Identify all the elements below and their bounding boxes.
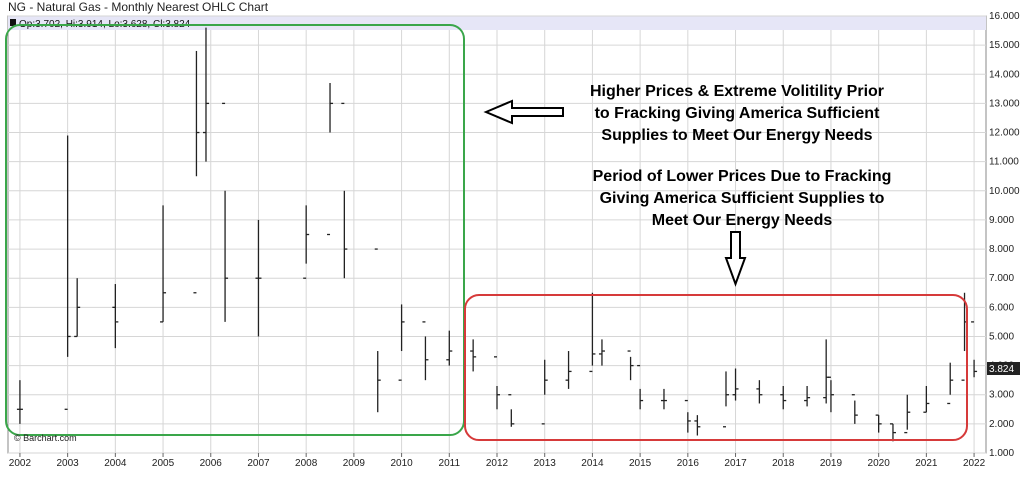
x-tick-label: 2009 — [343, 458, 366, 469]
annotation-line: Giving America Sufficient Supplies to — [600, 190, 885, 207]
ohlc-bar — [660, 388, 667, 410]
ohlc-bar — [255, 219, 262, 337]
ohlc-bar — [694, 415, 701, 436]
ohlc-bar — [541, 359, 548, 425]
x-tick-label: 2007 — [247, 458, 270, 469]
ohlc-bar — [637, 364, 644, 410]
ohlc-bar — [875, 414, 882, 433]
y-tick-label: 12.000 — [989, 128, 1020, 139]
ohlc-bar — [947, 362, 954, 405]
ohlc-bar — [889, 423, 896, 442]
ohlc-bar — [508, 394, 515, 427]
x-tick-label: 2011 — [439, 458, 461, 469]
x-tick-label: 2019 — [820, 458, 843, 469]
x-tick-label: 2003 — [57, 458, 80, 469]
ohlc-bar — [780, 385, 787, 410]
high-volatility-box — [5, 24, 465, 436]
ohlc-bar — [446, 330, 453, 366]
ohlc-bar — [804, 385, 811, 407]
ohlc-bar — [494, 356, 500, 410]
ohlc-bar — [374, 248, 381, 413]
watermark: © Barchart.com — [14, 433, 77, 443]
ohlc-bars — [16, 27, 978, 442]
ohlc-bar — [722, 371, 729, 428]
x-tick-label: 2004 — [104, 458, 127, 469]
annotation-line: Meet Our Energy Needs — [652, 212, 833, 229]
ohlc-bar — [684, 399, 691, 433]
annotation-line: Supplies to Meet Our Energy Needs — [601, 127, 872, 144]
y-tick-label: 15.000 — [989, 40, 1020, 51]
ohlc-bar — [202, 27, 209, 162]
ohlc-bar — [16, 380, 23, 424]
ohlc-bar — [827, 376, 834, 413]
y-tick-label: 16.000 — [989, 11, 1020, 22]
x-tick-label: 2014 — [581, 458, 604, 469]
ohlc-bar — [732, 368, 739, 401]
x-axis-ticks: 2002 2003 2004 2005 2006 2007 2008 2009 2010 2011… — [9, 453, 986, 469]
y-tick-label: 5.000 — [989, 331, 1014, 342]
y-tick-label: 8.000 — [989, 244, 1014, 255]
ohlc-bar — [756, 380, 763, 404]
x-tick-label: 2017 — [724, 458, 747, 469]
ohlc-bar — [851, 394, 858, 424]
ohlc-bar — [222, 102, 229, 322]
ohlc-bar — [112, 284, 119, 349]
ohlc-bar — [74, 278, 81, 338]
x-tick-label: 2008 — [295, 458, 318, 469]
last-price-label: 3.824 — [989, 364, 1014, 375]
ohlc-bar — [303, 205, 310, 279]
ohlc-bar — [341, 102, 348, 279]
y-tick-label: 14.000 — [989, 69, 1020, 80]
annotation-line: Period of Lower Prices Due to Fracking — [593, 168, 892, 185]
ohlc-bar — [923, 385, 930, 413]
annotation-low-prices: Period of Lower Prices Due to Fracking G… — [593, 168, 892, 229]
ohlc-bar — [327, 83, 334, 236]
x-tick-label: 2012 — [486, 458, 509, 469]
y-tick-label: 3.000 — [989, 390, 1014, 401]
ohlc-bar — [64, 135, 71, 410]
y-axis-ticks: 1.0002.0003.0004.0005.0006.0007.0008.000… — [989, 11, 1020, 459]
ohlc-bar — [398, 304, 405, 381]
ohlc-bar — [193, 50, 200, 294]
y-tick-label: 2.000 — [989, 419, 1014, 430]
y-tick-label: 13.000 — [989, 98, 1020, 109]
ohlc-bar — [627, 350, 634, 381]
x-tick-label: 2020 — [868, 458, 891, 469]
y-tick-label: 10.000 — [989, 186, 1020, 197]
chart-title: NG - Natural Gas - Monthly Nearest OHLC … — [8, 0, 269, 14]
x-tick-label: 2016 — [677, 458, 700, 469]
y-tick-label: 7.000 — [989, 273, 1014, 284]
x-tick-label: 2022 — [963, 458, 986, 469]
x-tick-label: 2002 — [9, 458, 32, 469]
annotation-high-prices: Higher Prices & Extreme Volitility Prior… — [590, 83, 884, 144]
info-band — [8, 16, 986, 30]
y-tick-label: 6.000 — [989, 302, 1014, 313]
x-tick-label: 2021 — [915, 458, 938, 469]
ohlc-bar — [470, 339, 477, 372]
y-tick-label: 1.000 — [989, 448, 1014, 459]
annotation-line: to Fracking Giving America Sufficient — [595, 105, 880, 122]
ohlc-bar — [971, 321, 978, 378]
x-tick-label: 2006 — [200, 458, 223, 469]
left-arrow-icon — [483, 99, 564, 125]
ohlc-bar — [904, 394, 911, 434]
x-tick-label: 2013 — [534, 458, 557, 469]
ohlc-bar — [160, 205, 167, 323]
ohlc-bar — [422, 321, 429, 381]
y-tick-label: 11.000 — [989, 157, 1019, 168]
info-square-icon — [10, 19, 16, 26]
ohlc-bar — [565, 351, 572, 389]
x-tick-label: 2018 — [772, 458, 795, 469]
annotation-line: Higher Prices & Extreme Volitility Prior — [590, 83, 884, 100]
x-tick-label: 2005 — [152, 458, 175, 469]
ohlc-bar — [589, 292, 596, 373]
last-price-box — [987, 362, 1020, 375]
y-tick-label: 9.000 — [989, 215, 1014, 226]
x-tick-label: 2010 — [390, 458, 413, 469]
ohlc-bar — [598, 339, 605, 366]
low-price-box — [464, 294, 968, 441]
x-tick-label: 2015 — [629, 458, 652, 469]
down-arrow-icon — [724, 231, 747, 287]
